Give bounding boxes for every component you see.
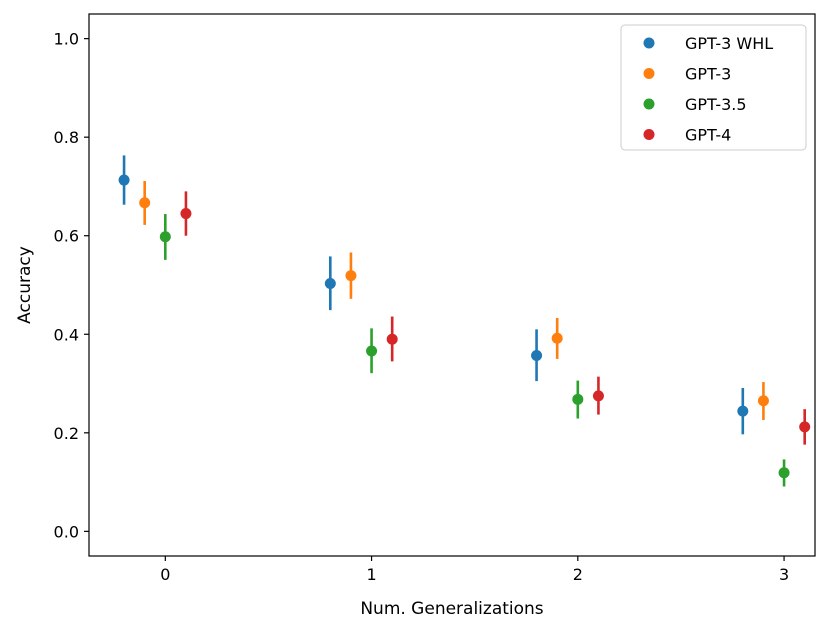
x-tick-label: 1 <box>366 565 376 584</box>
data-point <box>139 197 151 209</box>
data-point <box>778 467 790 479</box>
legend-marker <box>643 129 655 140</box>
data-point <box>757 395 769 407</box>
data-point <box>180 208 192 220</box>
data-point <box>592 390 604 402</box>
y-axis-ticks: 0.0 0.2 0.4 0.6 0.8 1.0 <box>54 30 89 541</box>
legend: GPT-3 WHL GPT-3 GPT-3.5 GPT-4 <box>620 24 807 151</box>
y-tick-label: 0.6 <box>54 227 79 246</box>
data-point <box>551 332 563 344</box>
x-axis-ticks: 0 1 2 3 <box>160 556 789 584</box>
chart-marks <box>118 155 811 487</box>
data-point <box>118 174 130 186</box>
data-point <box>386 333 398 345</box>
data-point <box>799 421 811 433</box>
legend-label: GPT-4 <box>685 126 731 145</box>
data-point <box>159 231 171 243</box>
y-tick-label: 0.8 <box>54 128 79 147</box>
x-tick-label: 0 <box>160 565 170 584</box>
y-tick-label: 1.0 <box>54 30 79 49</box>
x-axis-label: Num. Generalizations <box>360 599 543 619</box>
data-point <box>345 270 357 282</box>
y-tick-label: 0.2 <box>54 424 79 443</box>
legend-marker <box>643 98 655 110</box>
data-point <box>572 393 584 405</box>
legend-label: GPT-3 WHL <box>685 34 773 53</box>
data-point <box>531 349 543 361</box>
y-tick-label: 0.4 <box>54 325 79 344</box>
x-tick-label: 2 <box>573 565 583 584</box>
data-point <box>737 405 749 417</box>
y-tick-label: 0.0 <box>54 522 79 541</box>
legend-marker <box>643 68 655 79</box>
data-point <box>324 278 336 290</box>
y-axis-label: Accuracy <box>15 246 35 324</box>
data-point <box>366 345 378 357</box>
plot-frame <box>88 13 816 557</box>
legend-marker <box>643 37 655 49</box>
legend-box <box>620 24 807 151</box>
x-tick-label: 3 <box>779 565 789 584</box>
legend-label: GPT-3 <box>685 65 731 84</box>
legend-label: GPT-3.5 <box>685 95 747 114</box>
